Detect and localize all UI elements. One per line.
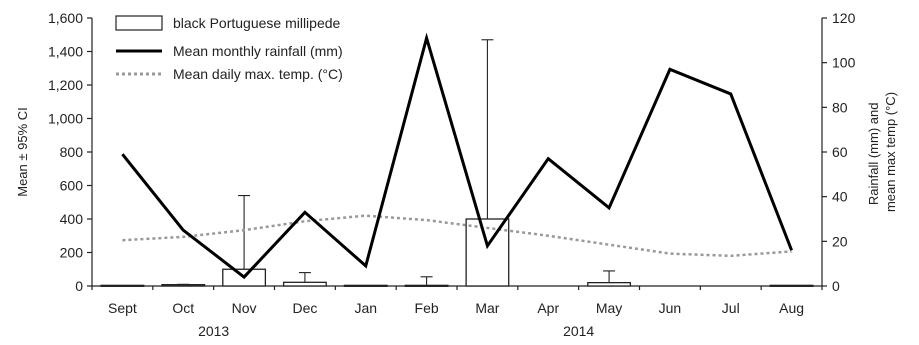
bar	[282, 281, 327, 287]
y2-tick-label: 20	[832, 233, 848, 249]
x-tick-label: Sept	[108, 300, 137, 316]
y-tick-label: 0	[75, 278, 83, 294]
x-tick-label: Dec	[292, 300, 317, 316]
x-tick-label: May	[596, 300, 622, 316]
y2-tick-label: 80	[832, 99, 848, 115]
bar	[465, 218, 510, 287]
y2-tick-label: 120	[832, 10, 856, 26]
x-tick-label: Aug	[779, 300, 804, 316]
y2-axis-title: Rainfall (mm) and mean max temp (°C)	[866, 92, 898, 212]
bar	[343, 284, 388, 287]
legend-label-temperature: Mean daily max. temp. (°C)	[173, 66, 343, 82]
x-tick-label: Nov	[232, 300, 257, 316]
y-tick-label: 400	[60, 211, 84, 227]
x-tick-label: Jul	[722, 300, 740, 316]
x-tick-label: Mar	[475, 300, 499, 316]
y-tick-label: 200	[60, 245, 84, 261]
y-tick-label: 600	[60, 178, 84, 194]
bar	[587, 281, 632, 287]
x-tick-label: Jan	[354, 300, 377, 316]
y-tick-label: 1,600	[48, 10, 83, 26]
y2-axis-title-line-2: mean max temp (°C)	[883, 92, 898, 212]
legend-label-millipede: black Portuguese millipede	[173, 15, 341, 31]
confidence-interval-bars	[177, 39, 616, 286]
left-axis-ticks: 0 200 400 600 800 1,000 1,200 1,400 1,600	[48, 10, 92, 294]
y2-tick-label: 100	[832, 55, 856, 71]
temperature-line	[122, 214, 792, 258]
year-label: 2014	[563, 323, 594, 339]
legend: black Portuguese millipede Mean monthly …	[115, 15, 343, 82]
series-lines	[121, 32, 793, 280]
x-tick-label: Jun	[659, 300, 682, 316]
x-axis-ticks: Sept Oct Nov Dec Jan Feb Mar Apr May Jun Jul Aug	[91, 286, 823, 316]
year-label: 2013	[198, 323, 229, 339]
y-tick-label: 1,400	[48, 44, 83, 60]
y-tick-label: 1,000	[48, 111, 83, 127]
y2-tick-label: 40	[832, 189, 848, 205]
y2-tick-label: 0	[832, 278, 840, 294]
x-tick-label: Apr	[537, 300, 559, 316]
y2-axis-title-line-1: Rainfall (mm) and	[866, 103, 881, 206]
x-tick-label: Feb	[415, 300, 439, 316]
rainfall-line	[121, 32, 793, 280]
millipede-bars	[100, 218, 814, 287]
y2-tick-label: 60	[832, 144, 848, 160]
year-labels: 2013 2014	[198, 323, 594, 339]
y-axis-title: Mean ± 95% CI	[15, 107, 30, 197]
right-axis-ticks: 0 20 40 60 80 100 120	[822, 10, 856, 294]
y-tick-label: 1,200	[48, 77, 83, 93]
legend-label-rainfall: Mean monthly rainfall (mm)	[173, 43, 343, 59]
bar	[404, 284, 449, 287]
legend-swatch-millipede	[115, 15, 163, 31]
bar	[100, 284, 145, 287]
bar	[769, 284, 814, 287]
y-tick-label: 800	[60, 144, 84, 160]
x-tick-label: Oct	[172, 300, 194, 316]
